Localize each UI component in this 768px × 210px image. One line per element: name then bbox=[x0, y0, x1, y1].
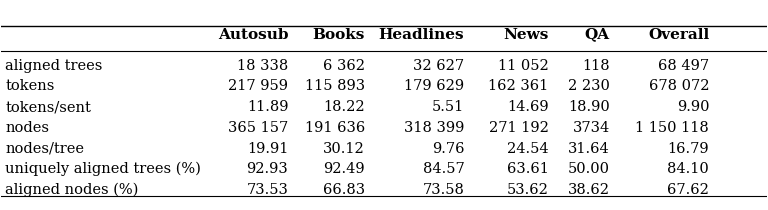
Text: 68 497: 68 497 bbox=[658, 59, 709, 73]
Text: aligned trees: aligned trees bbox=[5, 59, 103, 73]
Text: 30.12: 30.12 bbox=[323, 142, 365, 156]
Text: nodes/tree: nodes/tree bbox=[5, 142, 84, 156]
Text: 18 338: 18 338 bbox=[237, 59, 288, 73]
Text: uniquely aligned trees (%): uniquely aligned trees (%) bbox=[5, 162, 201, 176]
Text: 11 052: 11 052 bbox=[498, 59, 548, 73]
Text: 18.22: 18.22 bbox=[323, 100, 365, 114]
Text: Books: Books bbox=[313, 28, 365, 42]
Text: Autosub: Autosub bbox=[218, 28, 288, 42]
Text: 84.10: 84.10 bbox=[667, 162, 709, 176]
Text: 365 157: 365 157 bbox=[228, 121, 288, 135]
Text: 50.00: 50.00 bbox=[568, 162, 610, 176]
Text: 11.89: 11.89 bbox=[247, 100, 288, 114]
Text: Headlines: Headlines bbox=[379, 28, 465, 42]
Text: 84.57: 84.57 bbox=[422, 162, 465, 176]
Text: 53.62: 53.62 bbox=[507, 183, 548, 197]
Text: 9.76: 9.76 bbox=[432, 142, 465, 156]
Text: 16.79: 16.79 bbox=[667, 142, 709, 156]
Text: 32 627: 32 627 bbox=[413, 59, 465, 73]
Text: 6 362: 6 362 bbox=[323, 59, 365, 73]
Text: 63.61: 63.61 bbox=[507, 162, 548, 176]
Text: tokens: tokens bbox=[5, 79, 55, 93]
Text: aligned nodes (%): aligned nodes (%) bbox=[5, 183, 138, 197]
Text: 217 959: 217 959 bbox=[228, 79, 288, 93]
Text: 115 893: 115 893 bbox=[305, 79, 365, 93]
Text: 9.90: 9.90 bbox=[677, 100, 709, 114]
Text: 73.53: 73.53 bbox=[247, 183, 288, 197]
Text: 38.62: 38.62 bbox=[568, 183, 610, 197]
Text: nodes: nodes bbox=[5, 121, 49, 135]
Text: 2 230: 2 230 bbox=[568, 79, 610, 93]
Text: News: News bbox=[503, 28, 548, 42]
Text: 3734: 3734 bbox=[572, 121, 610, 135]
Text: 31.64: 31.64 bbox=[568, 142, 610, 156]
Text: 14.69: 14.69 bbox=[507, 100, 548, 114]
Text: 92.49: 92.49 bbox=[323, 162, 365, 176]
Text: tokens/sent: tokens/sent bbox=[5, 100, 91, 114]
Text: 271 192: 271 192 bbox=[488, 121, 548, 135]
Text: 66.83: 66.83 bbox=[323, 183, 365, 197]
Text: 92.93: 92.93 bbox=[247, 162, 288, 176]
Text: 179 629: 179 629 bbox=[404, 79, 465, 93]
Text: 19.91: 19.91 bbox=[247, 142, 288, 156]
Text: 118: 118 bbox=[582, 59, 610, 73]
Text: 24.54: 24.54 bbox=[507, 142, 548, 156]
Text: 191 636: 191 636 bbox=[305, 121, 365, 135]
Text: 18.90: 18.90 bbox=[568, 100, 610, 114]
Text: 73.58: 73.58 bbox=[422, 183, 465, 197]
Text: 67.62: 67.62 bbox=[667, 183, 709, 197]
Text: QA: QA bbox=[584, 28, 610, 42]
Text: 162 361: 162 361 bbox=[488, 79, 548, 93]
Text: Overall: Overall bbox=[648, 28, 709, 42]
Text: 678 072: 678 072 bbox=[649, 79, 709, 93]
Text: 318 399: 318 399 bbox=[404, 121, 465, 135]
Text: 1 150 118: 1 150 118 bbox=[635, 121, 709, 135]
Text: 5.51: 5.51 bbox=[432, 100, 465, 114]
